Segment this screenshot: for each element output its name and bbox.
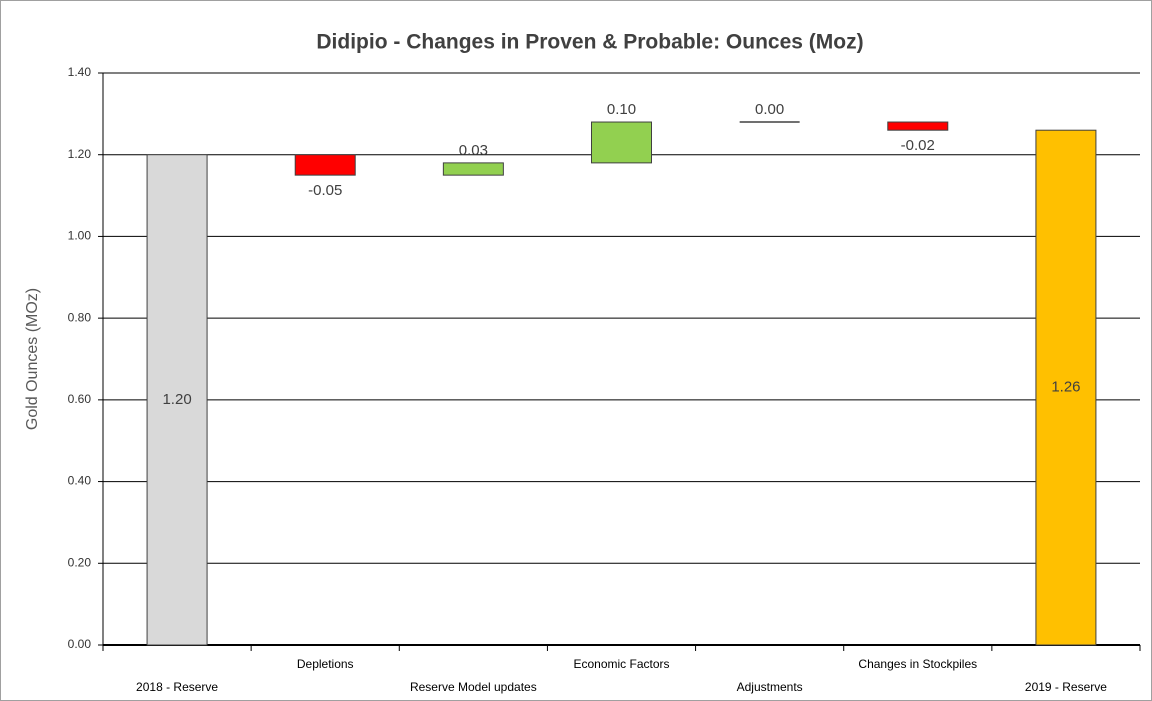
- value-label: -0.02: [901, 137, 935, 154]
- y-tick-label: 0.60: [68, 392, 92, 406]
- bar: [591, 121, 652, 164]
- y-axis-label: Gold Ounces (MOz): [24, 288, 41, 430]
- value-label: -0.05: [308, 182, 342, 199]
- x-tick-label: Depletions: [297, 657, 354, 671]
- x-tick-label: Reserve Model updates: [410, 680, 537, 694]
- x-tick-label: 2018 - Reserve: [136, 680, 218, 694]
- y-tick-label: 0.40: [68, 474, 92, 488]
- x-tick-label: 2019 - Reserve: [1025, 680, 1107, 694]
- y-tick-label: 1.40: [68, 65, 92, 79]
- x-tick-label: Adjustments: [737, 680, 803, 694]
- y-tick-label: 1.20: [68, 147, 92, 161]
- bar: [442, 162, 504, 176]
- chart-title: Didipio - Changes in Proven & Probable: …: [316, 31, 863, 54]
- value-label: 0.00: [755, 101, 784, 118]
- bar: [1035, 129, 1097, 646]
- x-tick-label: Changes in Stockpiles: [858, 657, 977, 671]
- x-tick-label: Economic Factors: [573, 657, 669, 671]
- bar: [146, 154, 208, 646]
- value-label: 1.20: [162, 391, 191, 408]
- y-tick-label: 0.20: [68, 555, 92, 569]
- value-label: 0.10: [607, 101, 636, 118]
- bar: [887, 121, 949, 131]
- value-label: 1.26: [1051, 379, 1080, 396]
- y-tick-label: 0.00: [68, 637, 92, 651]
- value-label: 0.03: [459, 142, 488, 159]
- bar: [294, 154, 356, 176]
- y-tick-label: 1.00: [68, 229, 92, 243]
- y-tick-label: 0.80: [68, 310, 92, 324]
